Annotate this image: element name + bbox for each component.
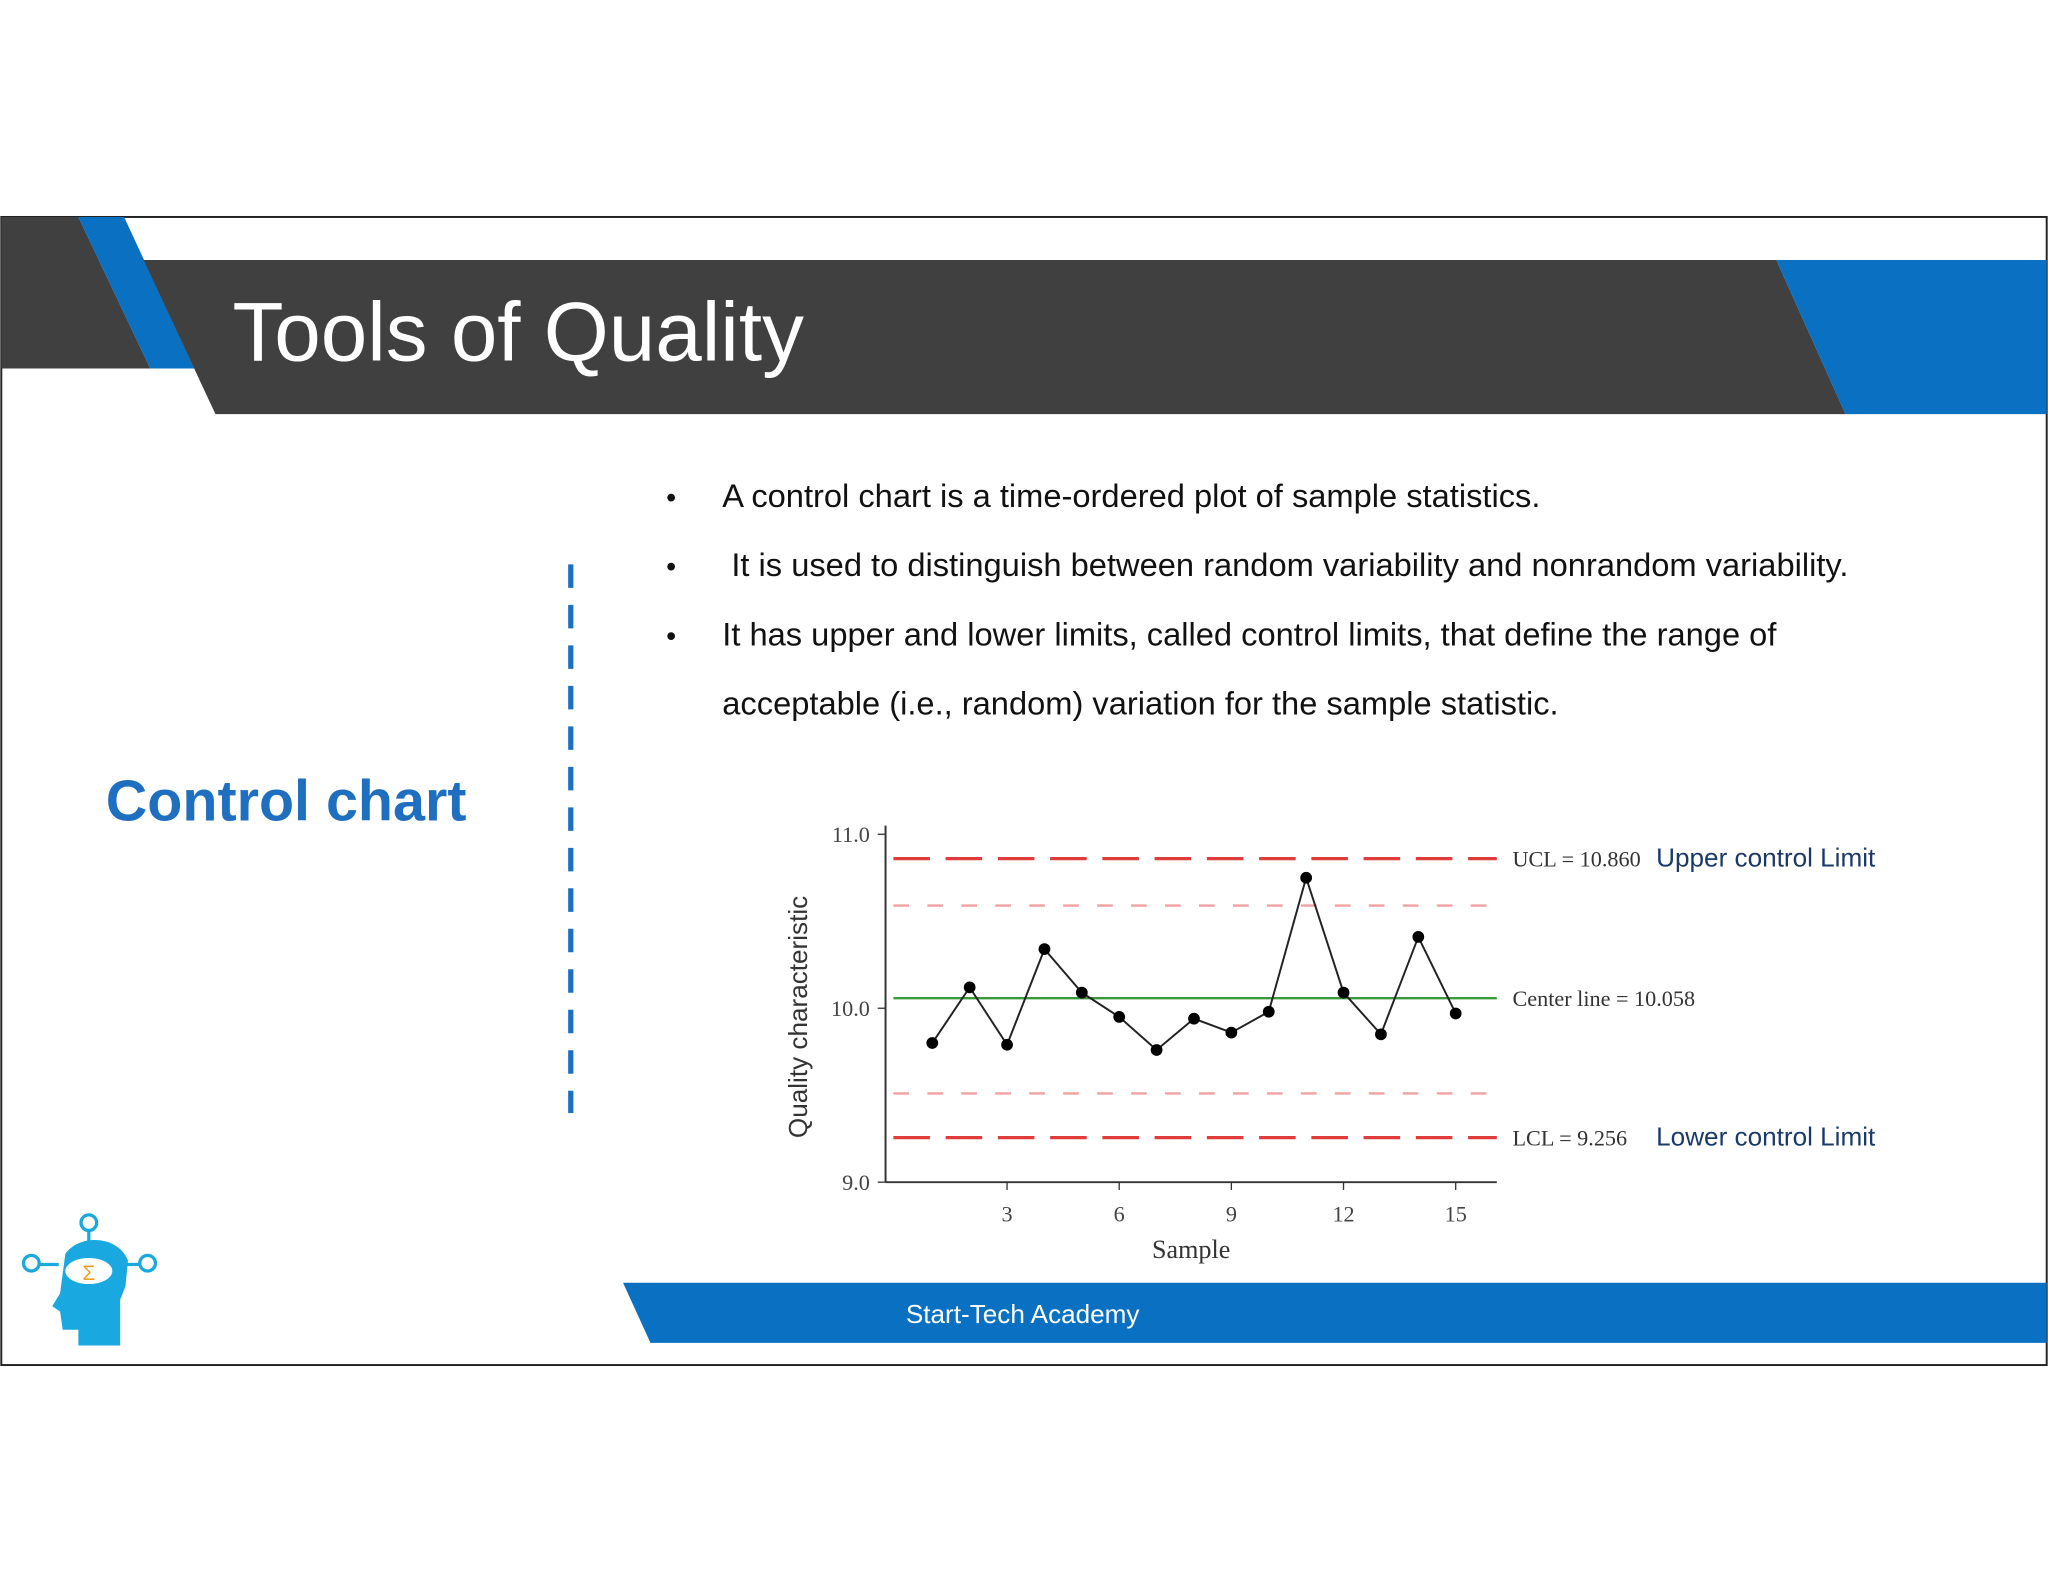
control-line-label: UCL = 10.860 [1512, 846, 1640, 871]
header-accent [1776, 260, 2047, 415]
control-line-note: Upper control Limit [1656, 842, 1876, 872]
x-tick-label: 9 [1226, 1201, 1237, 1226]
x-tick-label: 3 [1002, 1201, 1013, 1226]
data-point [1001, 1038, 1013, 1051]
y-tick-label: 11.0 [832, 822, 870, 847]
chart: 9.0 10.0 11.0 3 6 9 12 15 Sample Quality characte… [783, 822, 1876, 1264]
control-line-label: Center line = 10.058 [1512, 986, 1695, 1011]
control-line-note: Lower control Limit [1656, 1121, 1876, 1151]
footer-text: Start-Tech Academy [906, 1299, 1140, 1329]
bullet-text: It is used to distinguish between random… [722, 546, 1848, 583]
bullet-dot: • [666, 482, 676, 514]
logo: Σ [21, 1213, 158, 1346]
data-point [1188, 1012, 1200, 1025]
header-band [143, 260, 1846, 415]
header-corner [1, 216, 151, 369]
y-tick-label: 10.0 [831, 996, 870, 1021]
data-point [963, 981, 976, 994]
x-tick-label: 6 [1114, 1201, 1125, 1226]
data-point [1412, 931, 1425, 943]
data-point [1225, 1026, 1238, 1039]
bullet-dot: • [666, 620, 676, 652]
x-tick-label: 12 [1332, 1201, 1354, 1226]
footer-band [623, 1282, 2047, 1343]
data-point [1449, 1007, 1462, 1020]
data-point [926, 1037, 939, 1049]
svg-text:Σ: Σ [82, 1262, 95, 1285]
data-point [1038, 943, 1051, 955]
data-point [1337, 986, 1350, 999]
data-point [1113, 1011, 1126, 1023]
data-point [1075, 986, 1088, 999]
y-tick-label: 9.0 [842, 1170, 870, 1195]
title: Tools of Quality [232, 285, 804, 379]
control-line-label: LCL = 9.256 [1512, 1125, 1627, 1150]
y-axis-label: Quality characteristic [783, 896, 813, 1138]
bullet-text: acceptable (i.e., random) variation for … [722, 685, 1558, 722]
bullet-dot: • [666, 551, 676, 583]
bullet-text: It has upper and lower limits, called co… [722, 615, 1777, 652]
data-point [1150, 1044, 1163, 1056]
bullet-text: A control chart is a time-ordered plot o… [722, 477, 1540, 514]
section-label: Control chart [106, 769, 467, 833]
data-point [1375, 1028, 1387, 1041]
x-tick-label: 15 [1445, 1201, 1467, 1226]
x-axis-label: Sample [1152, 1235, 1230, 1264]
header-stripe [78, 216, 216, 415]
data-point [1300, 871, 1313, 884]
data-point [1262, 1005, 1275, 1018]
